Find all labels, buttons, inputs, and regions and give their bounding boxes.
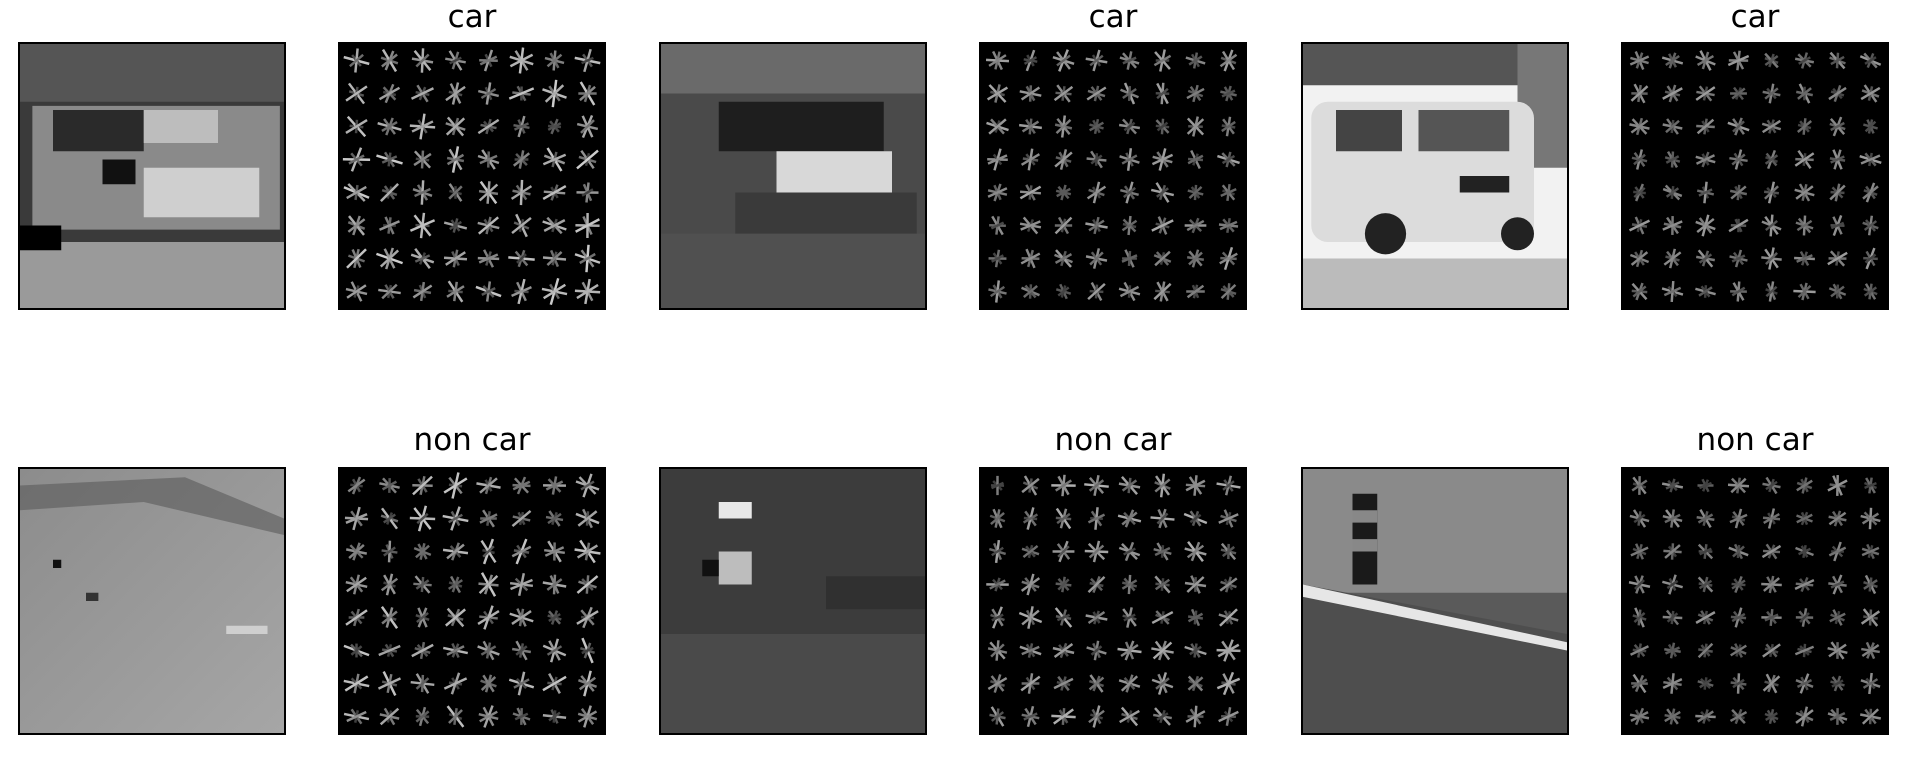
panel-title-car-1: car	[447, 0, 497, 35]
panel-title-car-2: car	[1088, 0, 1138, 35]
noncar-image-2	[659, 467, 927, 735]
noncar-image-3	[1301, 467, 1569, 735]
noncar-hog-2	[979, 467, 1247, 735]
car-hog-1	[338, 42, 606, 310]
noncar-image-1	[18, 467, 286, 735]
panel-title-car-3: car	[1730, 0, 1780, 35]
noncar-hog-1	[338, 467, 606, 735]
panel-title-noncar-2: non car	[1054, 422, 1172, 458]
car-image-3	[1301, 42, 1569, 310]
car-hog-2	[979, 42, 1247, 310]
car-image-2	[659, 42, 927, 310]
noncar-hog-3	[1621, 467, 1889, 735]
panel-title-noncar-1: non car	[413, 422, 531, 458]
panel-title-noncar-3: non car	[1696, 422, 1814, 458]
car-hog-3	[1621, 42, 1889, 310]
car-image-1	[18, 42, 286, 310]
